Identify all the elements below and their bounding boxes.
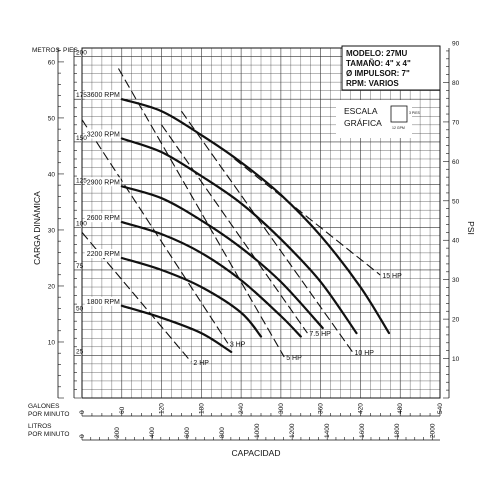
y-axis-title-left: CARGA DINÁMICA: [32, 191, 42, 265]
rpm-curve: [120, 256, 263, 338]
axis-ticks: 25 50 75 100 125 150 175 200 10 20 30 40 50 60 10 20 30 4…: [48, 41, 460, 441]
rpm-label-bg: [84, 249, 121, 258]
hp-line: [180, 110, 353, 353]
psi-tick-label: 10: [452, 356, 460, 363]
metros-tick-label: 60: [48, 59, 56, 66]
rpm-curves: 3600 RPM 3200 RPM 2900 RPM 2600 RPM 2200 RPM…: [84, 90, 391, 353]
info-impulsor: Ø IMPULSOR: 7": [346, 69, 410, 78]
gpm-tick-label: 180: [198, 403, 205, 414]
gpm-tick-label: 480: [397, 403, 404, 414]
lpm-tick-label: 0: [79, 434, 86, 438]
rpm-curve: [120, 185, 324, 330]
pies-tick-label: 200: [76, 50, 87, 57]
psi-tick-label: 80: [452, 80, 460, 87]
gpm-tick-label: 300: [278, 403, 285, 414]
pies-tick-label: 150: [76, 135, 87, 142]
info-box: MODELO: 27MU TAMAÑO: 4" x 4" Ø IMPULSOR:…: [341, 45, 441, 91]
gpm-tick-label: 60: [119, 406, 126, 414]
lpm-tick-label: 1600: [359, 423, 366, 438]
metros-tick-label: 40: [48, 171, 56, 178]
lpm-axis-label-1: LITROS: [28, 423, 52, 430]
x-axis-title: CAPACIDAD: [232, 448, 281, 458]
hp-label: 15 HP: [382, 273, 402, 280]
hp-label: 5 HP: [286, 355, 302, 362]
psi-tick-label: 40: [452, 238, 460, 245]
gpm-tick-label: 0: [79, 410, 86, 414]
hp-line: [161, 124, 308, 334]
pies-tick-label: 50: [76, 306, 84, 313]
psi-tick-label: 20: [452, 317, 460, 324]
gpm-tick-label: 240: [238, 403, 245, 414]
metros-tick-label: 30: [48, 227, 56, 234]
gpm-axis-label-1: GALONES: [28, 403, 60, 410]
psi-tick-label: 90: [452, 41, 460, 48]
pies-tick-label: 100: [76, 220, 87, 227]
pies-tick-label: 125: [76, 178, 87, 185]
rpm-label-bg: [84, 177, 121, 187]
lpm-tick-label: 400: [149, 427, 156, 438]
rpm-label: 2600 RPM: [87, 215, 120, 222]
rpm-label-bg: [84, 213, 121, 223]
lpm-tick-label: 800: [219, 427, 226, 438]
pies-tick-label: 75: [76, 263, 84, 270]
lpm-tick-label: 600: [184, 427, 191, 438]
info-rpm: RPM: VARIOS: [346, 79, 399, 88]
graphic-scale-side: 3 PIES: [409, 111, 421, 115]
gpm-tick-label: 120: [159, 403, 166, 414]
gpm-tick-label: 360: [318, 403, 325, 414]
graphic-scale-square: [390, 105, 408, 123]
lpm-tick-label: 2000: [429, 423, 436, 438]
graphic-scale-line1: ESCALA: [344, 106, 378, 116]
metros-tick-label: 50: [48, 115, 56, 122]
metros-tick-label: 20: [48, 283, 56, 290]
lpm-tick-label: 200: [114, 427, 121, 438]
rpm-label-bg: [84, 296, 121, 306]
info-tamano: TAMAÑO: 4" x 4": [346, 59, 411, 68]
psi-tick-label: 50: [452, 198, 460, 205]
info-modelo: MODELO: 27MU: [346, 49, 408, 58]
psi-tick-label: 60: [452, 159, 460, 166]
gpm-tick-label: 540: [437, 403, 444, 414]
lpm-tick-label: 1200: [289, 423, 296, 438]
metros-header: METROS: [32, 47, 60, 54]
rpm-label: 1800 RPM: [87, 299, 120, 306]
rpm-label: 2200 RPM: [87, 251, 120, 258]
hp-label: 3 HP: [230, 341, 246, 348]
metros-tick-label: 10: [48, 339, 56, 346]
rpm-label: 2900 RPM: [87, 179, 120, 186]
psi-tick-label: 70: [452, 119, 460, 126]
gpm-tick-label: 420: [357, 403, 364, 414]
gpm-axis-label-2: POR MINUTO: [28, 411, 69, 418]
graphic-scale: ESCALA GRÁFICA 3 PIES 12 GPM: [336, 100, 421, 138]
rpm-curve: [120, 221, 302, 338]
plot-frame: [81, 47, 441, 399]
rpm-curve: [120, 98, 391, 335]
rpm-curve: [120, 137, 358, 335]
info-box-frame: [341, 45, 441, 91]
pies-tick-label: 25: [76, 348, 84, 355]
hp-line: [234, 158, 381, 276]
pies-tick-label: 175: [76, 92, 87, 99]
psi-tick-label: 30: [452, 277, 460, 284]
rpm-label: 3200 RPM: [87, 131, 120, 138]
lpm-tick-label: 1400: [324, 423, 331, 438]
rpm-label-bg: [84, 129, 121, 139]
rpm-label-bg: [84, 90, 121, 100]
hp-label: 10 HP: [354, 350, 374, 357]
hp-label: 7.5 HP: [309, 331, 331, 338]
hp-line: [117, 68, 285, 358]
lpm-tick-label: 1000: [254, 423, 261, 438]
graphic-scale-line2: GRÁFICA: [344, 118, 382, 128]
hp-label: 2 HP: [193, 360, 209, 367]
pies-header: PIES: [63, 47, 78, 54]
y-axis-title-right: PSI: [466, 221, 476, 235]
rpm-curve: [120, 304, 233, 353]
graphic-scale-bottom: 12 GPM: [392, 126, 405, 130]
lpm-axis-label-2: POR MINUTO: [28, 431, 69, 438]
rpm-label: 3600 RPM: [87, 92, 120, 99]
lpm-tick-label: 1800: [394, 423, 401, 438]
